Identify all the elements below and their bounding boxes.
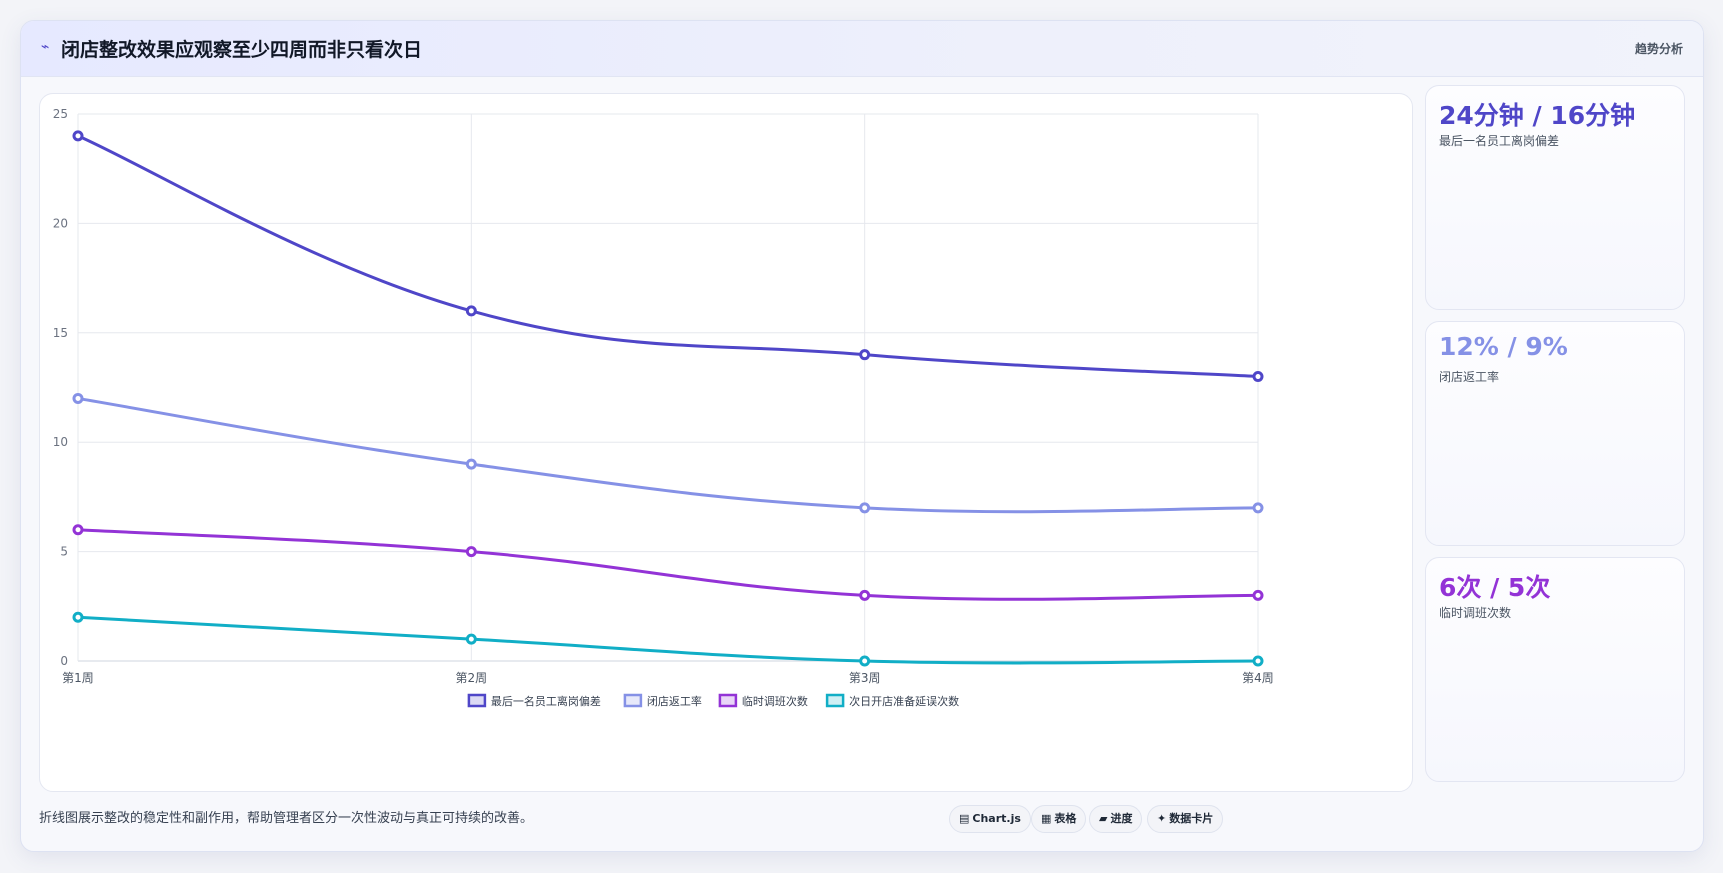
legend-label: 最后一名员工离岗偏差 xyxy=(491,694,601,708)
chart-footnote: 折线图展示整改的稳定性和副作用，帮助管理者区分一次性波动与真正可持续的改善。 xyxy=(39,811,534,826)
data-point xyxy=(465,305,477,317)
chart-panel: 0 5 10 15 20 25 第1周 第2周 第3周 第4周最后一名员工离岗偏差 闭店返工率 临时调… xyxy=(39,93,1413,792)
card-header: ⌁ 闭店整改效果应观察至少四周而非只看次日 趋势分析 xyxy=(21,21,1703,77)
data-point xyxy=(72,392,84,404)
kpi-value: 12% / 9% xyxy=(1439,332,1568,361)
legend-swatch xyxy=(825,693,845,708)
data-point xyxy=(1252,589,1264,601)
chip-label: 数据卡片 xyxy=(1169,812,1214,825)
chip-chartjs[interactable]: ▤ Chart.js xyxy=(949,805,1031,833)
kpi-card-departure-deviation: 24分钟 / 16分钟 最后一名员工离岗偏差 xyxy=(1425,85,1685,310)
chip-table[interactable]: ▦ 表格 xyxy=(1031,805,1087,833)
data-point xyxy=(465,633,477,645)
x-tick-label: 第1周 xyxy=(62,671,94,685)
y-tick-label: 10 xyxy=(53,435,68,449)
data-point xyxy=(859,589,871,601)
trend-card: ⌁ 闭店整改效果应观察至少四周而非只看次日 趋势分析 0 5 10 15 20 25 第1周… xyxy=(20,20,1704,852)
chip-label: Chart.js xyxy=(972,812,1021,825)
data-point xyxy=(859,349,871,361)
x-tick-label: 第2周 xyxy=(456,671,488,685)
y-tick-label: 15 xyxy=(53,326,68,340)
legend-swatch xyxy=(623,693,643,708)
y-tick-label: 25 xyxy=(53,107,68,121)
table-icon: ▦ xyxy=(1041,812,1052,825)
data-point xyxy=(1252,371,1264,383)
data-point xyxy=(465,546,477,558)
data-point xyxy=(465,458,477,470)
legend-label: 临时调班次数 xyxy=(742,694,808,708)
chip-label: 表格 xyxy=(1054,812,1077,825)
kpi-label: 临时调班次数 xyxy=(1439,606,1512,620)
x-tick-label: 第4周 xyxy=(1242,671,1274,685)
trend-icon: ⌁ xyxy=(41,39,50,55)
analysis-tag: 趋势分析 xyxy=(1634,42,1683,56)
kpi-card-rework-rate: 12% / 9% 闭店返工率 xyxy=(1425,321,1685,546)
y-tick-label: 0 xyxy=(60,654,68,668)
series-line xyxy=(76,615,1260,665)
data-point xyxy=(72,130,84,142)
card-icon: ✦ xyxy=(1157,812,1167,825)
series-line xyxy=(76,396,1260,514)
series-line xyxy=(76,528,1260,601)
chart-icon: ▤ xyxy=(959,812,970,825)
kpi-card-shift-changes: 6次 / 5次 临时调班次数 xyxy=(1425,557,1685,782)
kpi-value: 24分钟 / 16分钟 xyxy=(1439,101,1636,130)
legend-label: 次日开店准备延误次数 xyxy=(849,694,959,708)
chip-label: 进度 xyxy=(1110,812,1133,825)
y-tick-label: 20 xyxy=(53,216,68,230)
kpi-label: 最后一名员工离岗偏差 xyxy=(1439,134,1560,148)
legend-label: 闭店返工率 xyxy=(647,694,702,708)
data-point xyxy=(859,655,871,667)
chip-data-card[interactable]: ✦ 数据卡片 xyxy=(1147,805,1224,833)
data-point xyxy=(859,502,871,514)
legend-swatch xyxy=(718,693,738,708)
progress-icon: ▰ xyxy=(1099,812,1108,825)
legend-swatch xyxy=(467,693,487,708)
x-tick-label: 第3周 xyxy=(849,671,881,685)
series-line xyxy=(76,134,1260,379)
y-tick-label: 5 xyxy=(60,545,68,559)
data-point xyxy=(1252,655,1264,667)
data-point xyxy=(72,524,84,536)
chip-progress[interactable]: ▰ 进度 xyxy=(1089,805,1143,833)
card-title: 闭店整改效果应观察至少四周而非只看次日 xyxy=(61,39,423,61)
kpi-value: 6次 / 5次 xyxy=(1439,573,1551,602)
data-point xyxy=(1252,502,1264,514)
kpi-label: 闭店返工率 xyxy=(1439,370,1500,384)
data-point xyxy=(72,611,84,623)
